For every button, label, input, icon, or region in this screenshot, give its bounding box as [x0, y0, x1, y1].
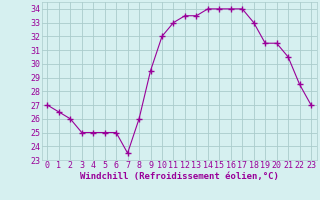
X-axis label: Windchill (Refroidissement éolien,°C): Windchill (Refroidissement éolien,°C) — [80, 172, 279, 181]
